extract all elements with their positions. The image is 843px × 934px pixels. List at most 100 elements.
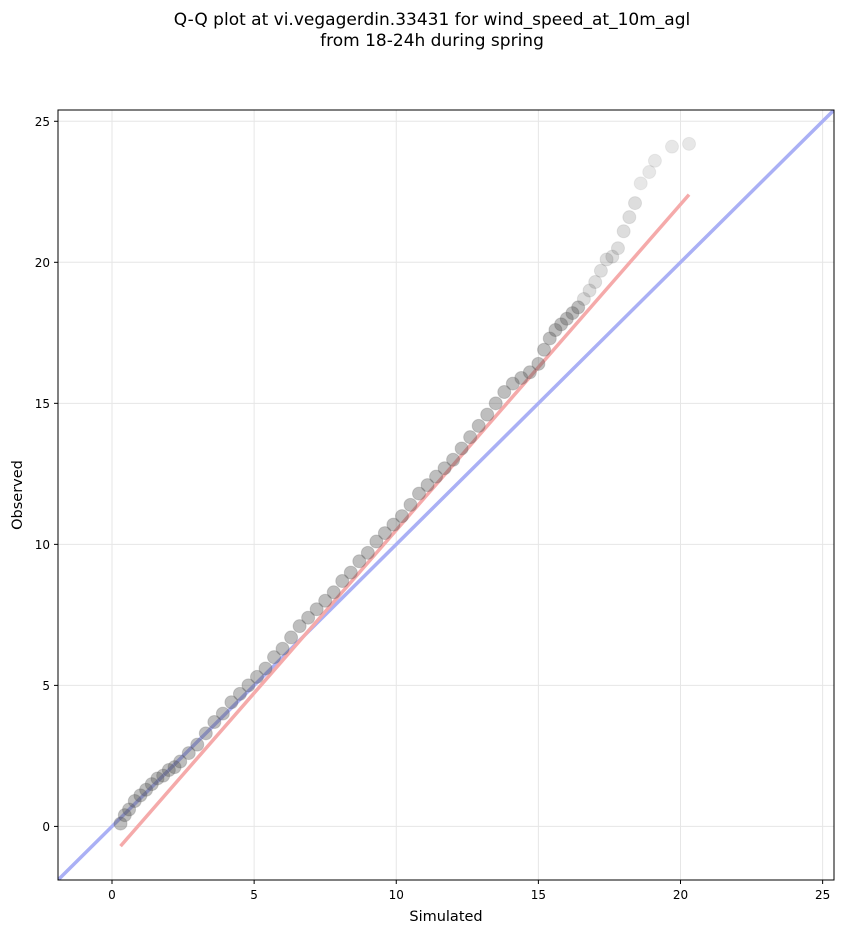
data-point-28 — [318, 593, 333, 608]
data-point-53 — [531, 356, 546, 371]
data-point-33 — [360, 545, 375, 560]
data-point-2 — [122, 802, 137, 817]
data-point-65 — [599, 252, 614, 267]
data-point-43 — [446, 452, 461, 467]
reference-lines — [58, 110, 834, 880]
data-point-35 — [377, 526, 392, 541]
data-point-4 — [133, 788, 148, 803]
data-point-48 — [488, 396, 503, 411]
data-point-17 — [224, 695, 239, 710]
y-tick-label-10: 10 — [35, 538, 50, 552]
axis-labels: Simulated Observed — [10, 460, 483, 925]
x-tick-label-25: 25 — [815, 888, 830, 902]
data-point-50 — [505, 376, 520, 391]
x-tick-label-20: 20 — [673, 888, 688, 902]
data-point-39 — [411, 486, 426, 501]
data-point-71 — [633, 176, 648, 191]
x-tick-label-10: 10 — [389, 888, 404, 902]
data-point-21 — [258, 661, 273, 676]
data-point-68 — [616, 224, 631, 239]
y-tick-label-5: 5 — [42, 679, 50, 693]
data-point-1 — [117, 808, 132, 823]
data-point-0 — [113, 816, 128, 831]
data-point-60 — [571, 300, 586, 315]
data-point-27 — [309, 602, 324, 617]
x-tick-label-0: 0 — [108, 888, 116, 902]
data-point-23 — [275, 641, 290, 656]
data-point-56 — [548, 323, 563, 337]
data-point-26 — [301, 610, 316, 625]
data-point-54 — [537, 342, 552, 357]
data-point-64 — [593, 263, 608, 278]
y-tick-label-25: 25 — [35, 115, 50, 129]
data-point-75 — [682, 136, 697, 151]
data-point-49 — [497, 385, 512, 400]
data-point-15 — [207, 715, 222, 730]
data-point-41 — [429, 469, 444, 484]
data-point-55 — [542, 331, 557, 346]
data-point-14 — [198, 726, 213, 741]
data-point-45 — [463, 430, 478, 445]
y-tick-label-15: 15 — [35, 397, 50, 411]
x-tick-label-15: 15 — [531, 888, 546, 902]
data-point-63 — [588, 275, 603, 290]
data-point-29 — [326, 585, 341, 600]
data-point-70 — [628, 196, 643, 211]
data-point-18 — [232, 686, 247, 701]
data-point-69 — [622, 210, 637, 225]
identity-line — [58, 110, 834, 880]
data-points — [113, 136, 697, 831]
x-axis-label: Simulated — [409, 909, 482, 925]
title-line-1: Q-Q plot at vi.vegagerdin.33431 for wind… — [174, 10, 690, 30]
data-point-8 — [156, 768, 171, 783]
data-point-72 — [642, 165, 657, 180]
axis-ticks: 0 5 10 15 20 25 0 5 10 15 20 25 — [35, 115, 831, 902]
data-point-46 — [471, 418, 486, 433]
data-point-74 — [664, 139, 679, 154]
data-point-38 — [403, 497, 418, 512]
data-point-9 — [161, 763, 176, 777]
data-point-30 — [335, 574, 350, 589]
data-point-51 — [514, 370, 529, 385]
data-point-24 — [284, 630, 299, 645]
data-point-5 — [139, 782, 154, 797]
data-point-22 — [267, 650, 282, 665]
data-point-47 — [480, 407, 495, 422]
data-point-25 — [292, 619, 307, 634]
data-point-19 — [241, 678, 256, 693]
data-point-37 — [394, 509, 409, 524]
data-point-10 — [167, 760, 182, 775]
data-point-67 — [610, 241, 625, 256]
fit-line — [119, 193, 691, 848]
data-point-42 — [437, 461, 452, 476]
y-axis-label: Observed — [10, 460, 26, 530]
x-tick-label-5: 5 — [250, 888, 258, 902]
data-point-7 — [150, 771, 165, 786]
data-point-40 — [420, 478, 435, 493]
data-point-34 — [369, 534, 384, 549]
data-point-61 — [576, 291, 591, 306]
data-point-20 — [249, 669, 264, 684]
y-tick-label-0: 0 — [42, 820, 50, 834]
data-point-6 — [144, 777, 159, 792]
data-point-59 — [565, 306, 580, 321]
y-tick-label-20: 20 — [35, 256, 50, 270]
axes-frame — [57, 109, 835, 881]
data-point-58 — [559, 311, 574, 326]
data-point-44 — [454, 441, 469, 456]
data-point-12 — [181, 746, 196, 761]
data-point-3 — [127, 794, 142, 809]
data-point-36 — [386, 517, 401, 532]
chart-title: Q-Q plot at vi.vegagerdin.33431 for wind… — [174, 10, 690, 51]
data-point-66 — [605, 249, 620, 264]
data-point-31 — [343, 565, 358, 580]
data-point-16 — [215, 706, 230, 721]
data-point-32 — [352, 554, 367, 569]
data-point-62 — [582, 283, 597, 298]
data-point-52 — [522, 365, 537, 380]
data-point-73 — [647, 153, 662, 168]
data-point-11 — [173, 754, 188, 769]
data-point-57 — [554, 317, 569, 332]
plot-frame — [57, 109, 835, 881]
